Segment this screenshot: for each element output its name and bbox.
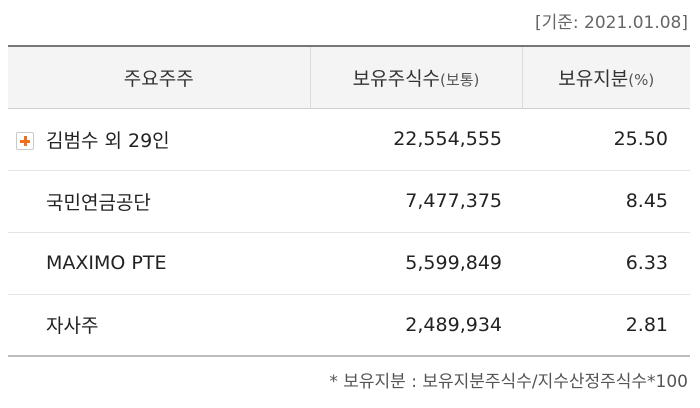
footnote: * 보유지분 : 보유지분주식수/지수산정주식수*100 <box>329 372 688 392</box>
header-shares-unit: (보통) <box>440 70 480 89</box>
shares-cell: 22,554,555 <box>393 128 502 150</box>
shareholder-name-wrap: 김범수 외 29인 <box>16 129 170 152</box>
shareholder-name: 김범수 외 29인 <box>46 129 170 152</box>
table-row: 김범수 외 29인 22,554,555 25.50 <box>8 108 690 170</box>
shares-cell: 2,489,934 <box>405 313 502 336</box>
header-shares-label: 보유주식수 <box>352 67 441 90</box>
table-header-row: 주요주주 보유주식수(보통) 보유지분(%) <box>8 46 690 108</box>
ratio-cell: 8.45 <box>625 190 668 212</box>
table-row: 자사주 2,489,934 2.81 <box>8 294 690 356</box>
shareholder-name-cell: MAXIMO PTE <box>8 232 310 294</box>
shareholder-name-cell: 국민연금공단 <box>8 170 310 232</box>
header-ratio-unit: (%) <box>628 70 655 89</box>
shares-cell: 7,477,375 <box>405 190 502 212</box>
major-shareholders-table: 주요주주 보유주식수(보통) 보유지분(%) 김범수 외 29인 22,554,… <box>8 45 690 357</box>
header-ratio: 보유지분(%) <box>521 46 690 108</box>
shareholder-name: MAXIMO PTE <box>46 252 167 274</box>
shares-cell: 5,599,849 <box>405 252 502 274</box>
table-row: 국민연금공단 7,477,375 8.45 <box>8 170 690 232</box>
plus-icon[interactable] <box>16 131 34 150</box>
shareholder-name: 자사주 <box>46 315 99 338</box>
shareholder-name: 국민연금공단 <box>46 191 151 214</box>
header-shares: 보유주식수(보통) <box>309 46 522 108</box>
table-row: MAXIMO PTE 5,599,849 6.33 <box>8 232 690 294</box>
header-shareholder: 주요주주 <box>123 67 194 90</box>
ratio-cell: 2.81 <box>625 313 668 336</box>
basis-date: [기준: 2021.01.08] <box>534 13 688 33</box>
shareholder-name-cell: 김범수 외 29인 <box>8 108 310 170</box>
ratio-cell: 25.50 <box>613 128 668 150</box>
ratio-cell: 6.33 <box>625 252 668 274</box>
header-ratio-label: 보유지분 <box>558 67 629 90</box>
shareholder-name-cell: 자사주 <box>8 294 310 356</box>
